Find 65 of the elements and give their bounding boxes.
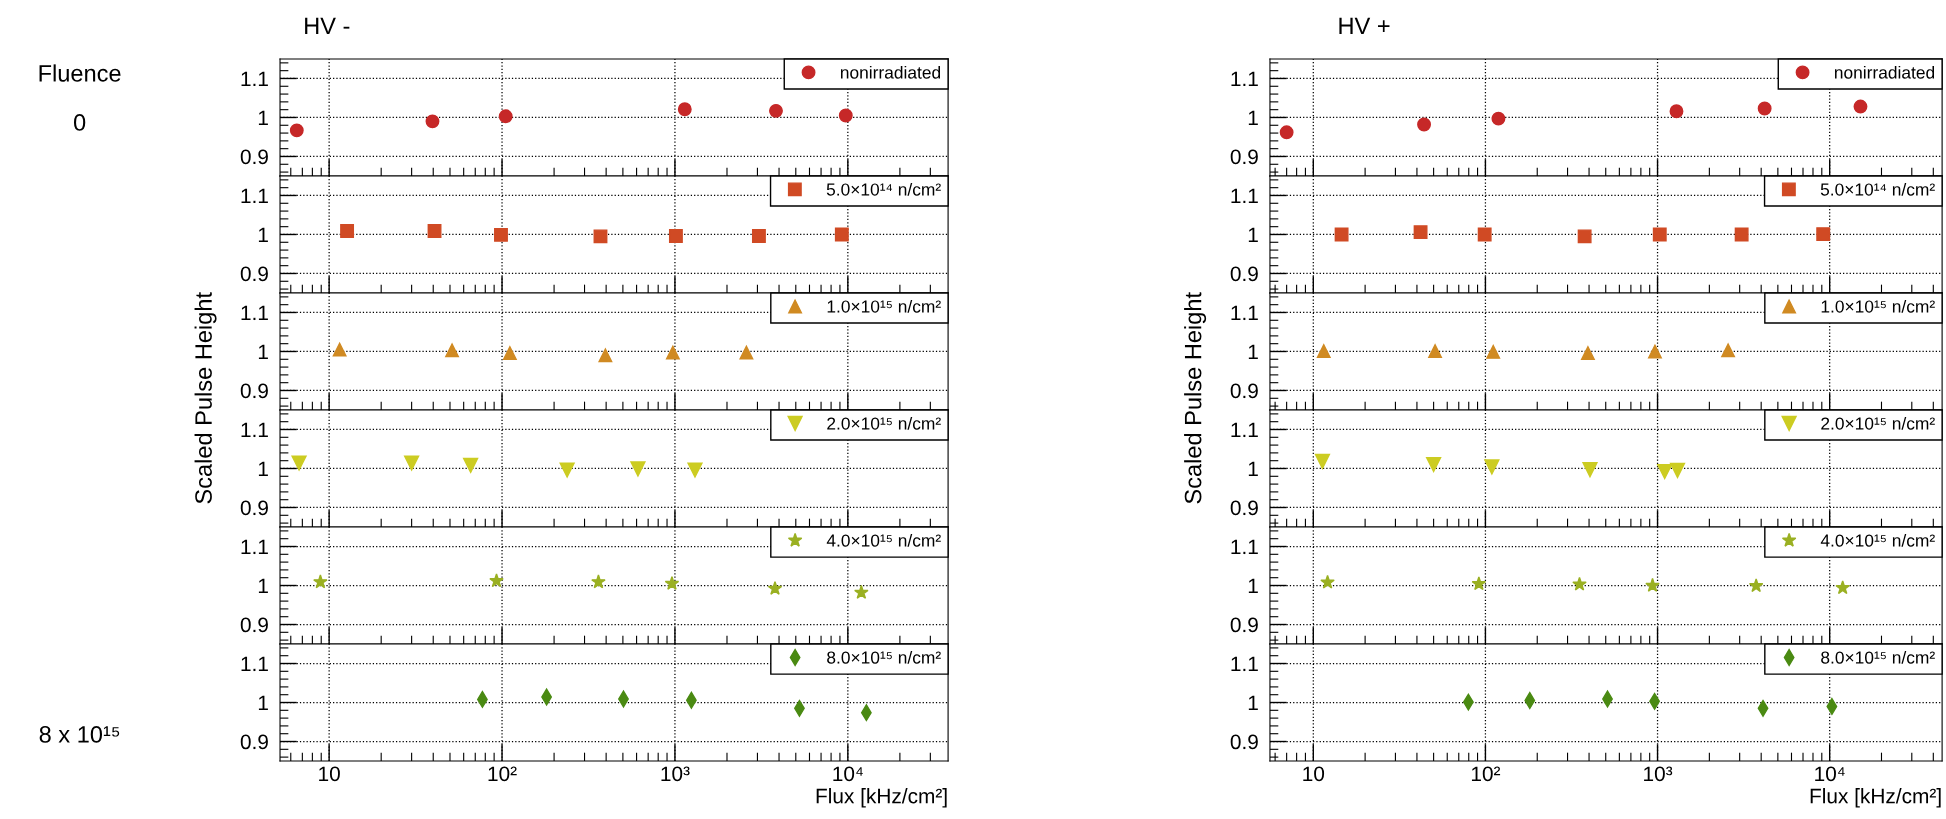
- y-tick-label: 1.1: [241, 305, 268, 321]
- y-tick-label: 0.9: [240, 734, 268, 750]
- y-tick-label: 1: [1248, 695, 1258, 711]
- y-tick-label: 0.9: [1230, 266, 1258, 282]
- y-axis-title: Scaled Pulse Height: [1184, 292, 1207, 504]
- text: Fluence: [39, 64, 121, 82]
- x-axis-title: Flux [kHz/cm²]: [816, 788, 947, 808]
- legend-label: 1.0×10¹⁵ n/cm²: [1821, 299, 1935, 313]
- x-tick-label: 10³: [661, 766, 690, 782]
- legend-label: 2.0×10¹⁵ n/cm²: [827, 416, 941, 430]
- chart-title: HV +: [1339, 17, 1390, 34]
- y-tick-label: 1: [258, 695, 268, 711]
- y-tick-label: 1: [258, 344, 268, 360]
- legend-label: 8.0×10¹⁵ n/cm²: [827, 650, 941, 664]
- y-tick-label: 1: [258, 578, 268, 594]
- y-tick-label: 0.9: [1230, 617, 1258, 633]
- y-tick-label: 1.1: [241, 539, 268, 555]
- x-tick-label: 10⁴: [1815, 766, 1845, 782]
- text: 0: [73, 114, 86, 131]
- y-tick-label: 1.1: [1231, 305, 1258, 321]
- y-tick-label: 0.9: [1230, 383, 1258, 399]
- legend-label: 4.0×10¹⁵ n/cm²: [1820, 533, 1935, 547]
- y-tick-label: 0.9: [240, 149, 268, 165]
- text: 8 x 10¹⁵: [39, 726, 120, 743]
- legend-label: 1.0×10¹⁵ n/cm²: [827, 299, 941, 313]
- x-tick-label: 10: [319, 766, 340, 782]
- legend-label: nonirradiated: [840, 65, 941, 79]
- y-tick-label: 1: [1248, 110, 1258, 126]
- y-tick-label: 1.1: [1231, 422, 1258, 438]
- legend-label: 8.0×10¹⁵ n/cm²: [1821, 650, 1935, 664]
- y-tick-label: 1.1: [241, 656, 268, 672]
- y-tick-label: 1.1: [1231, 656, 1258, 672]
- y-tick-label: 1.1: [1231, 539, 1258, 555]
- y-tick-label: 1: [258, 461, 268, 477]
- x-tick-label: 10²: [1471, 766, 1501, 782]
- y-tick-label: 0.9: [240, 266, 268, 282]
- y-tick-label: 1.1: [241, 422, 268, 438]
- y-tick-label: 0.9: [1230, 734, 1258, 750]
- y-tick-label: 0.9: [1230, 500, 1258, 516]
- x-tick-label: 10³: [1644, 766, 1673, 782]
- y-tick-label: 1.1: [241, 71, 268, 87]
- legend-label: 2.0×10¹⁵ n/cm²: [1821, 416, 1935, 430]
- y-tick-label: 1: [258, 227, 268, 243]
- y-tick-label: 1: [258, 110, 268, 126]
- legend-label: 5.0×10¹⁴ n/cm²: [1820, 182, 1935, 196]
- y-tick-label: 0.9: [240, 617, 268, 633]
- y-tick-label: 0.9: [1230, 149, 1258, 165]
- chart-title: HV -: [305, 17, 350, 34]
- y-tick-label: 0.9: [240, 500, 268, 516]
- y-tick-label: 0.9: [240, 383, 268, 399]
- x-tick-label: 10²: [488, 766, 517, 782]
- x-tick-label: 10⁴: [833, 766, 863, 782]
- x-axis-title: Flux [kHz/cm²]: [1810, 788, 1941, 808]
- x-tick-label: 10: [1303, 766, 1325, 782]
- y-axis-title: Scaled Pulse Height: [194, 292, 217, 504]
- y-tick-label: 1.1: [241, 188, 268, 204]
- legend-label: 4.0×10¹⁵ n/cm²: [826, 533, 941, 547]
- legend-label: nonirradiated: [1834, 65, 1935, 79]
- y-tick-label: 1: [1248, 227, 1258, 243]
- y-tick-label: 1: [1248, 578, 1258, 594]
- y-tick-label: 1: [1248, 461, 1258, 477]
- legend-label: 5.0×10¹⁴ n/cm²: [826, 182, 941, 196]
- y-tick-label: 1.1: [1231, 71, 1258, 87]
- y-tick-label: 1.1: [1231, 188, 1258, 204]
- y-tick-label: 1: [1248, 344, 1258, 360]
